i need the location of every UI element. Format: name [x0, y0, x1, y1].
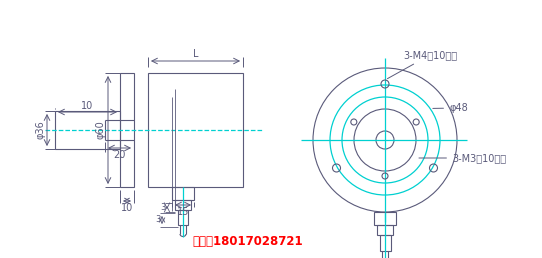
- Text: 3: 3: [160, 203, 166, 212]
- Text: 手机：18017028721: 手机：18017028721: [193, 235, 304, 248]
- Bar: [374, 212, 396, 225]
- Text: 10: 10: [81, 101, 94, 111]
- Text: L: L: [193, 49, 198, 59]
- Bar: [120, 73, 134, 187]
- Text: φ48: φ48: [433, 103, 468, 113]
- Text: 15: 15: [177, 207, 189, 217]
- Text: 3-M4深10均布: 3-M4深10均布: [388, 50, 457, 79]
- Bar: [380, 235, 391, 251]
- Text: φ60: φ60: [96, 121, 106, 139]
- Text: 3-M3深10均布: 3-M3深10均布: [419, 153, 506, 163]
- Text: φ36: φ36: [35, 121, 45, 139]
- Bar: [148, 73, 243, 187]
- Text: 3: 3: [156, 215, 161, 224]
- Text: 10: 10: [121, 203, 133, 213]
- Text: 20: 20: [113, 150, 126, 160]
- Bar: [172, 187, 194, 200]
- Bar: [178, 210, 188, 225]
- Bar: [55, 111, 120, 149]
- Bar: [175, 200, 191, 210]
- Bar: [377, 225, 393, 235]
